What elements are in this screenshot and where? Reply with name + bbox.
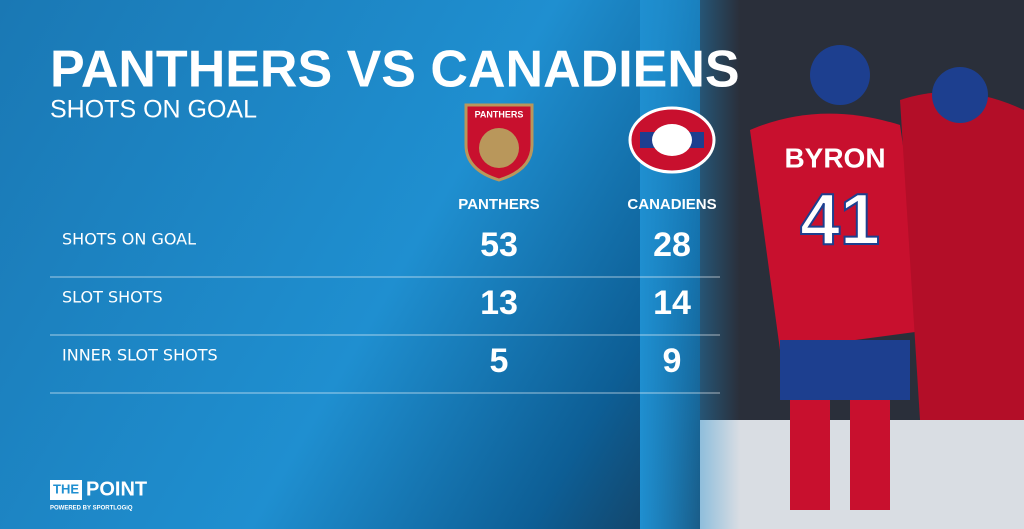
brand-left: THE	[53, 481, 79, 496]
panther-head	[479, 128, 519, 168]
helmet	[810, 45, 870, 105]
panthers-logo: PANTHERS	[464, 103, 534, 182]
brand-box	[50, 480, 82, 500]
helmet	[932, 67, 988, 123]
title: PANTHERS VS CANADIENS	[50, 41, 740, 99]
cell-value: 5	[490, 342, 509, 380]
jersey-number: 41	[800, 180, 880, 260]
cell-value: 28	[653, 226, 691, 264]
column-header: PANTHERS	[458, 196, 539, 213]
teammate	[900, 92, 1024, 420]
canadiens-logo	[628, 106, 716, 174]
photo: BYRON 41	[640, 0, 1024, 529]
row-label: SHOTS ON GOAL	[62, 230, 196, 249]
powered-by: POWERED BY SPORTLOGiQ	[50, 506, 133, 512]
logo-h	[652, 124, 692, 156]
subtitle: SHOTS ON GOAL	[50, 96, 257, 124]
sock	[790, 400, 830, 510]
brand-right: POINT	[86, 478, 147, 500]
row-label: INNER SLOT SHOTS	[62, 346, 218, 365]
cell-value: 53	[480, 226, 518, 264]
cell-value: 14	[653, 284, 691, 322]
stats-table: PANTHERS CANADIENS SHOTS ON GOAL 53 28 SLOT S…	[50, 196, 720, 394]
row-label: SLOT SHOTS	[62, 288, 163, 307]
sock	[850, 400, 890, 510]
cell-value: 9	[663, 342, 682, 380]
pants	[780, 340, 910, 400]
jersey-name: BYRON	[784, 142, 885, 173]
jersey	[750, 113, 930, 350]
photo-fade	[640, 0, 740, 529]
column-header: CANADIENS	[627, 196, 716, 213]
logo-text: PANTHERS	[475, 109, 524, 119]
cell-value: 13	[480, 284, 518, 322]
